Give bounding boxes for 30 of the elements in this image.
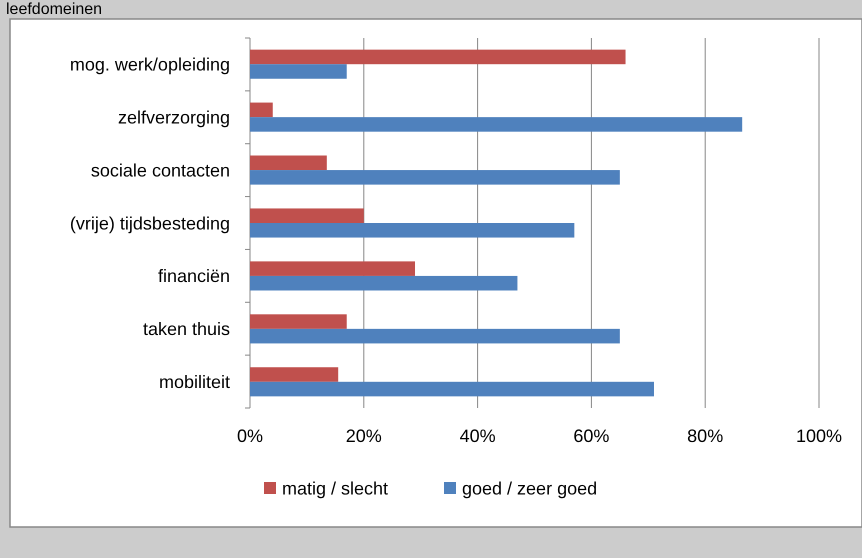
x-tick-label: 20%	[346, 426, 382, 446]
bar	[250, 276, 518, 290]
bar	[250, 156, 327, 170]
text: leefdomeinen	[6, 1, 102, 18]
bar	[250, 367, 338, 382]
bar	[250, 223, 574, 238]
y-tick-label: zelfverzorging	[118, 107, 230, 128]
bar	[250, 314, 347, 329]
bar	[250, 102, 273, 118]
x-tick-label: 40%	[460, 426, 496, 446]
bar	[250, 328, 620, 344]
bar	[250, 208, 364, 223]
x-tick-label: 100%	[796, 426, 842, 446]
bar	[250, 50, 626, 64]
x-tick-label: 80%	[687, 426, 724, 446]
bar	[250, 382, 654, 396]
bar	[250, 117, 742, 132]
legend-label: goed / zeer goed	[462, 478, 598, 498]
y-tick-label: (vrije) tijdsbesteding	[70, 213, 230, 234]
bar	[250, 64, 347, 79]
y-tick-label: mog. werk/opleiding	[70, 54, 230, 74]
legend-label: matig / slecht	[282, 478, 388, 498]
bar	[250, 170, 620, 185]
bar	[250, 261, 416, 276]
y-tick-label: sociale contacten	[90, 160, 230, 180]
y-tick-label: taken thuis	[142, 319, 230, 340]
y-tick-label: financiën	[158, 266, 230, 286]
x-tick-label: 60%	[573, 426, 610, 446]
x-tick-label: 0%	[236, 426, 264, 446]
y-tick-label: mobiliteit	[158, 372, 230, 392]
